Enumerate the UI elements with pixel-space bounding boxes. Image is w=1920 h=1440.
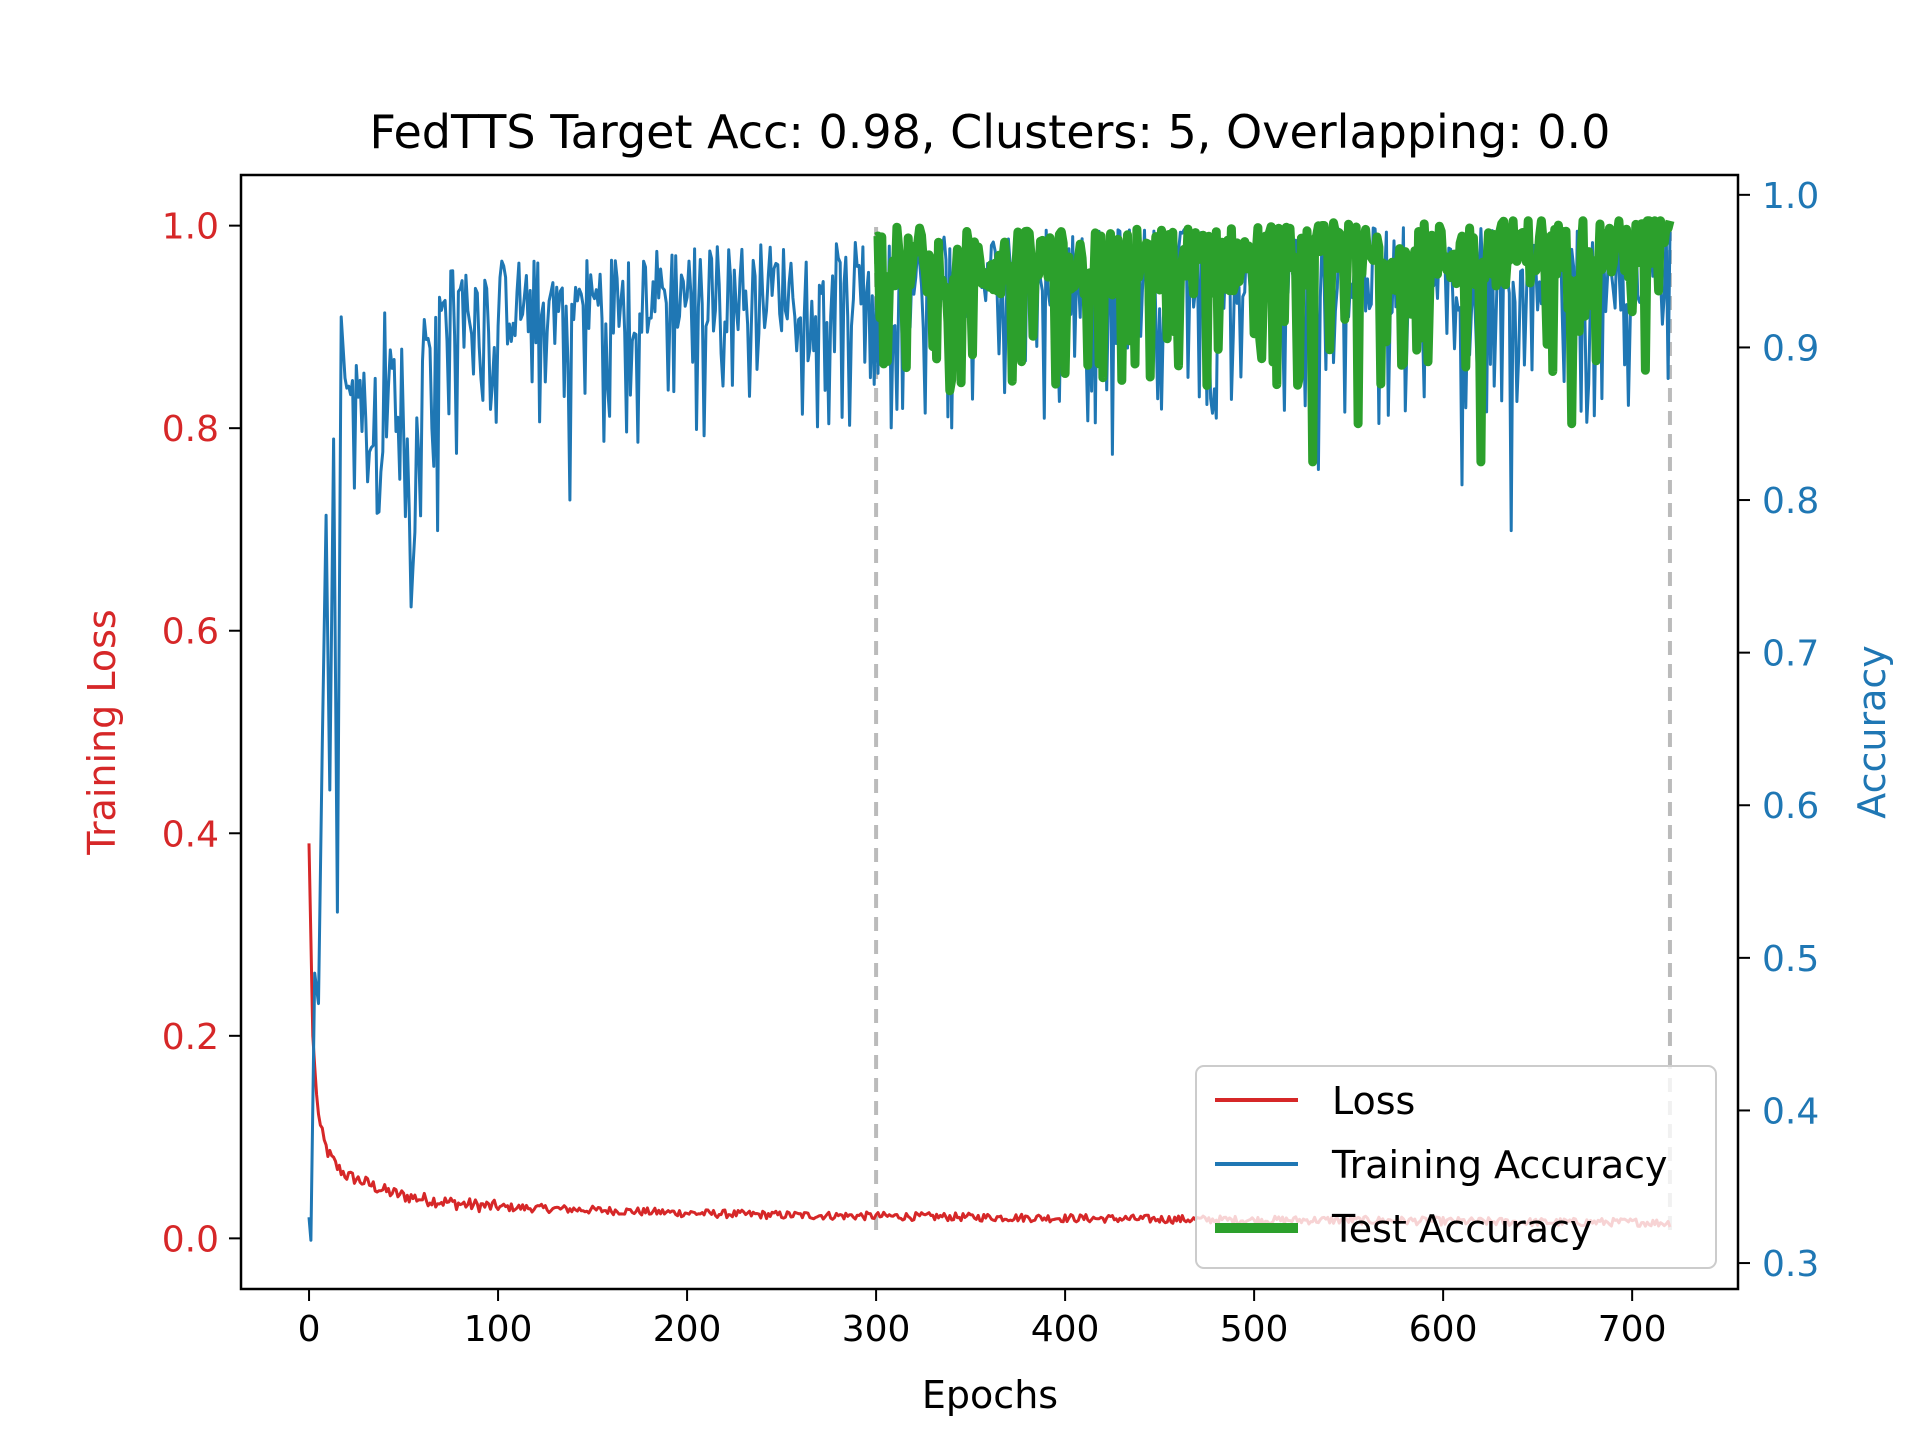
- y-axis-left-title: Training Loss: [80, 609, 124, 855]
- legend-label-test-accuracy: Test Accuracy: [1331, 1207, 1592, 1251]
- x-tick-label: 500: [1220, 1309, 1289, 1350]
- chart-title: FedTTS Target Acc: 0.98, Clusters: 5, Ov…: [370, 105, 1611, 159]
- y-right-tick-label: 0.6: [1762, 786, 1819, 827]
- x-tick-label: 600: [1409, 1309, 1478, 1350]
- y-left-tick-label: 0.2: [162, 1017, 219, 1058]
- plot-frame: [239, 173, 1740, 1291]
- y-right-tick-label: 0.7: [1762, 634, 1819, 675]
- test-accuracy-series: [873, 216, 1675, 467]
- y-right-tick-label: 0.5: [1762, 939, 1819, 980]
- y-axis-left: 0.0 0.2 0.4 0.6 0.8 1.0: [162, 207, 241, 1260]
- y-axis-right-title: Accuracy: [1850, 645, 1894, 819]
- x-tick-label: 300: [842, 1309, 911, 1350]
- x-tick-label: 700: [1598, 1309, 1667, 1350]
- y-left-tick-label: 0.6: [162, 612, 219, 653]
- y-axis-right: 0.3 0.4 0.5 0.6 0.7 0.8 0.9 1.0: [1738, 176, 1819, 1285]
- x-tick-label: 0: [298, 1309, 321, 1350]
- x-axis: 0 100 200 300 400 500 600 700: [298, 1289, 1667, 1350]
- y-left-tick-label: 1.0: [162, 207, 219, 248]
- x-tick-label: 100: [464, 1309, 533, 1350]
- y-right-tick-label: 1.0: [1762, 176, 1819, 217]
- y-right-tick-label: 0.4: [1762, 1091, 1819, 1132]
- test-accuracy-line: [873, 216, 1675, 467]
- y-right-tick-label: 0.3: [1762, 1244, 1819, 1285]
- x-axis-title: Epochs: [922, 1373, 1058, 1417]
- legend-label-training-accuracy: Training Accuracy: [1331, 1143, 1668, 1187]
- vlines-layer: [874, 227, 1672, 1239]
- legend: Loss Training Accuracy Test Accuracy: [1195, 1065, 1717, 1269]
- x-tick-label: 200: [653, 1309, 722, 1350]
- legend-box: [1195, 1065, 1717, 1269]
- x-tick-label: 400: [1031, 1309, 1100, 1350]
- y-left-tick-label: 0.8: [162, 409, 219, 450]
- y-left-tick-label: 0.4: [162, 814, 219, 855]
- y-right-tick-label: 0.8: [1762, 481, 1819, 522]
- y-left-tick-label: 0.0: [162, 1219, 219, 1260]
- legend-label-loss: Loss: [1332, 1079, 1415, 1123]
- y-right-tick-label: 0.9: [1762, 328, 1819, 369]
